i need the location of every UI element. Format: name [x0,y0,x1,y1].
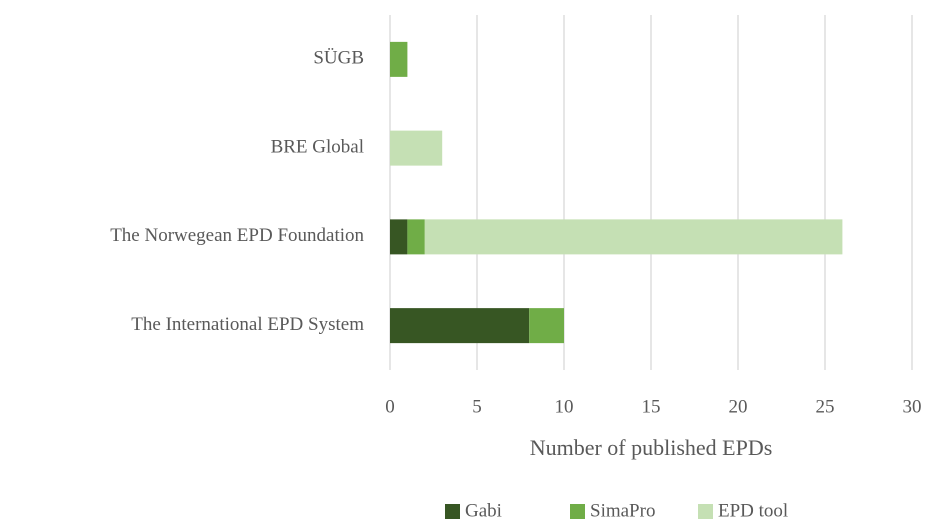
x-tick-label: 0 [385,396,395,417]
bar-segment [390,219,408,255]
bar-segment [390,308,530,344]
bar-segment [529,308,564,344]
y-tick-label: BRE Global [271,136,364,157]
legend-swatch [698,504,713,519]
legend-label: EPD tool [718,500,788,521]
x-tick-label: 30 [903,396,922,417]
x-axis-title: Number of published EPDs [530,435,773,460]
y-tick-label: The International EPD System [131,314,364,335]
y-tick-label: SÜGB [313,48,364,69]
legend-swatch [570,504,585,519]
bar-segment [407,219,425,255]
bar-segment [424,219,843,255]
x-tick-label: 10 [555,396,574,417]
x-tick-label: 20 [729,396,748,417]
bar-segment [390,41,408,77]
legend-label: Gabi [465,500,502,521]
bar-segment [390,130,443,166]
x-tick-label: 15 [642,396,661,417]
legend-label: SimaPro [590,500,655,521]
legend-swatch [445,504,460,519]
x-tick-label: 5 [472,396,482,417]
x-tick-label: 25 [816,396,835,417]
y-tick-label: The Norwegean EPD Foundation [110,225,364,246]
